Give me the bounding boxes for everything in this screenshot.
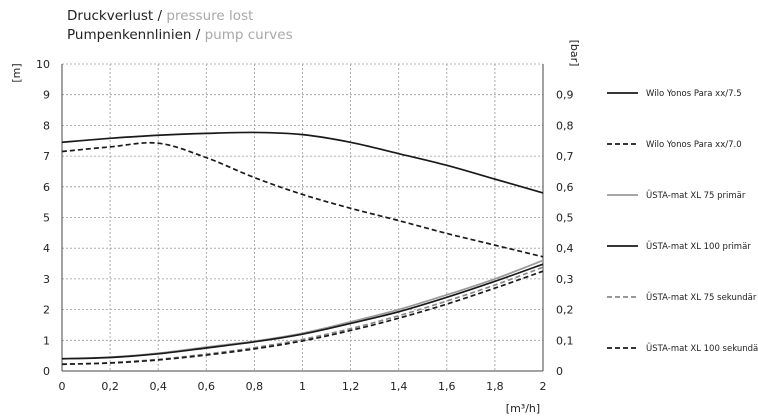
series-lines (61, 131, 544, 366)
legend-label: Wilo Yonos Para xx/7.5 (646, 89, 742, 99)
y2-tick-label: 0,5 (556, 212, 574, 225)
legend-label: ÜSTA-mat XL 100 primär (646, 241, 751, 252)
x-tick-label: 1,4 (390, 380, 408, 393)
y2-axis-label: [bar] (568, 40, 581, 67)
legend-label: ÜSTA-mat XL 100 sekundär (646, 343, 758, 354)
x-axis-label: [m³/h] (506, 402, 540, 415)
y2-tick-label: 0,7 (556, 150, 574, 163)
y2-tick-label: 0,1 (556, 334, 574, 347)
subtitle-separator: / (191, 27, 205, 43)
y2-tick-label: 0,8 (556, 119, 574, 132)
y-tick-label: 0 (43, 365, 50, 378)
title-de: Druckverlust (67, 8, 154, 24)
x-tick-label: 1,8 (486, 380, 504, 393)
series-line-6 (61, 270, 544, 366)
y-tick-label: 1 (43, 334, 50, 347)
subtitle-de: Pumpenkennlinien (67, 27, 192, 43)
legend-label: Wilo Yonos Para xx/7.0 (646, 140, 742, 150)
y-tick-label: 8 (43, 119, 50, 132)
x-tick-label: 1,2 (342, 380, 360, 393)
y-tick-label: 6 (43, 181, 50, 194)
title-en: pressure lost (166, 8, 254, 24)
y2-tick-label: 0 (556, 365, 563, 378)
legend-label: ÜSTA-mat XL 75 primär (646, 190, 746, 201)
y-tick-label: 5 (43, 212, 50, 225)
x-tick-label: 0 (59, 380, 66, 393)
y2-tick-label: 0,9 (556, 89, 574, 102)
legend-label: ÜSTA-mat XL 75 sekundär (646, 292, 757, 303)
y-tick-label: 4 (43, 242, 50, 255)
x-tick-label: 2 (540, 380, 547, 393)
chart-axes (61, 64, 544, 372)
y2-tick-label: 0,6 (556, 181, 574, 194)
y-tick-label: 7 (43, 150, 50, 163)
chart-grid (62, 63, 543, 371)
tick-labels: 0 0,2 0,4 0,6 0,8 1 1,2 1,4 1,6 1,8 20123456789100… (36, 58, 574, 393)
title-line-1: Druckverlust / pressure lost (67, 7, 293, 26)
subtitle-en: pump curves (204, 27, 293, 43)
series-line-4 (61, 263, 544, 360)
title-separator: / (153, 8, 167, 24)
x-tick-label: 0,6 (198, 380, 216, 393)
x-tick-label: 1 (299, 380, 306, 393)
y-tick-label: 3 (43, 273, 50, 286)
x-tick-label: 0,2 (101, 380, 119, 393)
x-tick-label: 1,6 (438, 380, 456, 393)
legend: Wilo Yonos Para xx/7.5 Wilo Yonos Para xx… (607, 89, 758, 354)
y-axis-label: [m] (10, 63, 23, 82)
y-tick-label: 9 (43, 89, 50, 102)
y2-tick-label: 0,4 (556, 242, 574, 255)
x-tick-label: 0,4 (149, 380, 167, 393)
y-tick-label: 10 (36, 58, 50, 71)
y2-tick-label: 0,3 (556, 273, 574, 286)
y2-tick-label: 0,2 (556, 304, 574, 317)
x-tick-label: 0,8 (246, 380, 264, 393)
series-line-2 (61, 141, 544, 258)
title-line-2: Pumpenkennlinien / pump curves (67, 26, 293, 45)
series-line-1 (61, 131, 544, 194)
y-tick-label: 2 (43, 304, 50, 317)
chart-title-block: Druckverlust / pressure lost Pumpenkennl… (67, 7, 293, 45)
